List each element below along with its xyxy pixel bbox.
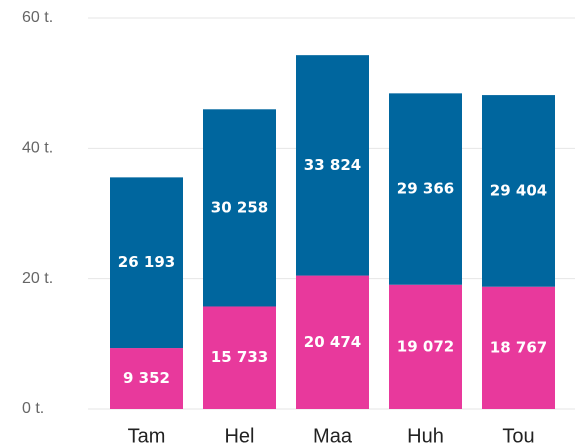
y-tick-label: 40 t. xyxy=(22,140,53,157)
bar-segment xyxy=(389,93,462,285)
y-tick-label: 0 t. xyxy=(22,400,44,417)
data-label: 29 366 xyxy=(397,180,454,198)
y-tick-label: 20 t. xyxy=(22,270,53,287)
bar-segment xyxy=(482,95,555,287)
bar-segment xyxy=(203,306,276,409)
x-tick-label: Tou xyxy=(502,425,534,447)
data-label: 18 767 xyxy=(490,338,547,356)
data-label: 30 258 xyxy=(211,198,268,216)
bar-segment xyxy=(296,55,369,276)
bar-segment xyxy=(482,286,555,409)
data-label: 9 352 xyxy=(123,369,170,387)
data-label: 26 193 xyxy=(118,253,175,271)
data-label: 19 072 xyxy=(397,337,454,355)
bar-segment xyxy=(203,109,276,307)
data-label: 15 733 xyxy=(211,348,268,366)
bar-segment xyxy=(389,284,462,409)
data-label: 29 404 xyxy=(490,181,547,199)
data-label: 20 474 xyxy=(304,333,361,351)
bar-segment xyxy=(296,275,369,409)
x-tick-label: Tam xyxy=(128,425,166,447)
x-tick-label: Huh xyxy=(407,425,444,447)
x-tick-label: Maa xyxy=(313,425,353,447)
x-tick-label: Hel xyxy=(224,425,254,447)
y-tick-label: 60 t. xyxy=(22,9,53,26)
bar-segment xyxy=(110,348,183,409)
bar-segment xyxy=(110,177,183,349)
data-label: 33 824 xyxy=(304,156,361,174)
